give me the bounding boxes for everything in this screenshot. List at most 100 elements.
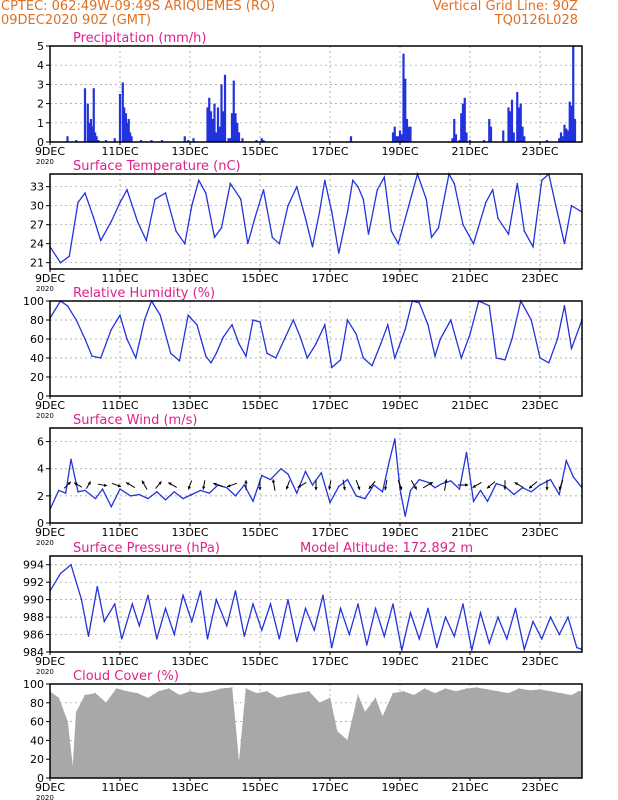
year-label: 2020 <box>36 158 54 166</box>
series-point <box>549 478 552 481</box>
wind-arrow <box>444 479 448 491</box>
series-point <box>84 338 86 340</box>
cloud-cover-point <box>413 694 415 696</box>
precip-bar <box>402 53 405 142</box>
x-tick-label: 21DEC <box>451 781 488 794</box>
series-point <box>430 236 433 239</box>
y-tick-label: 21 <box>30 257 44 270</box>
precip-bar <box>465 132 468 142</box>
precip-bar <box>223 74 227 142</box>
y-tick-label: 80 <box>30 314 44 327</box>
y-tick-label: 4 <box>37 463 44 476</box>
precip-bar <box>561 136 564 142</box>
series-point <box>387 324 389 326</box>
panel-4: 0 2 4 6 9DEC 11DEC 13DEC 15DEC 17DEC 19DEC 21DEC 23… <box>35 413 583 547</box>
series-point <box>126 338 128 340</box>
precip-bar <box>461 103 465 142</box>
series-point <box>329 501 331 504</box>
series-point <box>523 648 525 651</box>
wind-arrow-head <box>126 482 130 486</box>
precip-bar <box>545 140 549 142</box>
series-point <box>488 305 490 307</box>
series-point <box>261 629 263 631</box>
precip-bar <box>234 113 237 142</box>
series-point <box>119 201 121 204</box>
series-point <box>156 491 158 493</box>
series-point <box>191 204 193 207</box>
precip-bar <box>400 134 403 142</box>
precip-bar <box>563 124 566 142</box>
precip-bar <box>566 130 570 142</box>
x-tick-label: 11DEC <box>101 272 138 285</box>
wind-arrow-head <box>117 484 122 488</box>
series-point <box>77 201 79 204</box>
cloud-cover-point <box>66 721 69 723</box>
series-point <box>304 217 307 220</box>
series-point <box>269 478 272 481</box>
panel-5: 984 986 988 990 992 994 9DEC 11DEC 13DEC 15DEC 17D… <box>23 541 583 676</box>
series-point <box>304 607 307 610</box>
series-point <box>331 646 333 649</box>
series-point <box>472 500 475 502</box>
x-tick-label: 15DEC <box>241 145 278 158</box>
series-point <box>110 506 112 508</box>
series-point <box>121 638 123 640</box>
wind-arrow-head <box>74 482 78 486</box>
precip-bar <box>211 118 214 142</box>
series-point <box>234 495 237 497</box>
precip-bar <box>509 111 512 142</box>
series-point <box>178 360 181 362</box>
cloud-cover-point <box>238 763 240 765</box>
series-point <box>234 590 237 592</box>
cloud-cover-point <box>210 690 212 693</box>
series-point <box>252 500 254 502</box>
header-date-line: 09DEC2020 90Z (GMT) <box>1 13 152 28</box>
cloud-cover-point <box>84 694 86 696</box>
series-point <box>492 189 494 191</box>
wind-arrow <box>141 480 148 490</box>
series-point <box>380 343 382 345</box>
series-point <box>404 515 406 517</box>
wind-arrow <box>202 480 206 490</box>
x-tick-label: 19DEC <box>381 526 418 539</box>
series-point <box>164 499 167 501</box>
x-tick-label: 15DEC <box>241 272 278 285</box>
precip-bar <box>187 140 190 142</box>
cloud-cover-point <box>72 768 74 770</box>
wind-arrow <box>97 483 108 487</box>
wind-arrow-head <box>384 486 388 491</box>
series-point <box>453 635 455 637</box>
y-tick-label: 30 <box>30 200 44 213</box>
precip-bar <box>213 103 216 142</box>
precip-bar <box>255 140 258 142</box>
series-point <box>283 338 286 340</box>
series-point <box>311 484 314 486</box>
panel-frame <box>49 300 583 397</box>
cloud-cover-point <box>147 697 149 699</box>
y-tick-label: 100 <box>23 678 44 691</box>
series-point <box>259 321 261 323</box>
wind-arrow-head <box>465 483 469 487</box>
series-point <box>497 217 499 220</box>
x-tick-label: 23DEC <box>521 781 558 794</box>
cloud-cover-point <box>308 690 310 693</box>
wind-arrow <box>63 481 72 489</box>
wind-arrow-head <box>429 482 433 486</box>
precip-bar <box>206 107 209 142</box>
y-tick-label: 24 <box>30 238 44 251</box>
x-tick-label: 13DEC <box>171 399 208 412</box>
series-point <box>338 485 340 488</box>
series-point <box>87 635 90 637</box>
wind-arrow-head <box>368 485 372 489</box>
precip-bar <box>463 97 466 142</box>
header-grid-line: Vertical Grid Line: 90Z <box>432 0 578 14</box>
wind-arrow <box>397 479 403 491</box>
series-point <box>539 484 541 486</box>
panel-frame <box>49 555 583 653</box>
wind-arrow <box>503 480 507 490</box>
series-point <box>506 638 508 640</box>
series-point <box>96 585 98 588</box>
series-point <box>266 352 268 354</box>
series-point <box>243 635 245 637</box>
wind-arrow <box>155 481 162 489</box>
